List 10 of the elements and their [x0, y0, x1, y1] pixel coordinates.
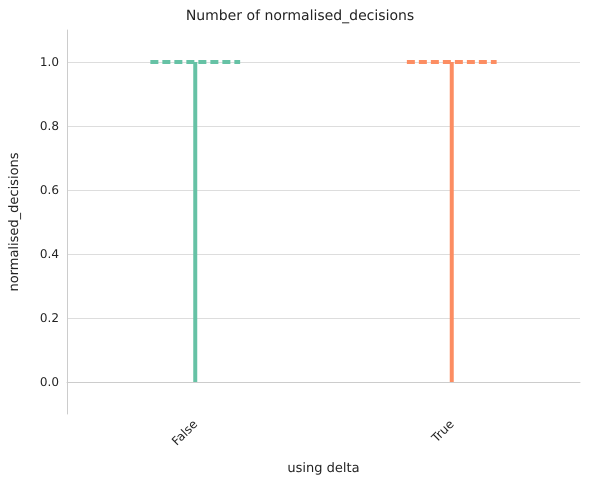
y-tick-label: 0.6	[40, 183, 59, 197]
y-tick-label: 0.2	[40, 311, 59, 325]
y-tick-label: 0.0	[40, 375, 59, 389]
y-tick-label: 1.0	[40, 55, 59, 69]
x-axis-title: using delta	[287, 461, 360, 476]
chart-title: Number of normalised_decisions	[186, 8, 414, 24]
y-tick-label: 0.8	[40, 119, 59, 133]
y-axis-title: normalised_decisions	[7, 152, 22, 292]
y-tick-label: 0.4	[40, 247, 59, 261]
x-tick-label: True	[428, 417, 457, 446]
